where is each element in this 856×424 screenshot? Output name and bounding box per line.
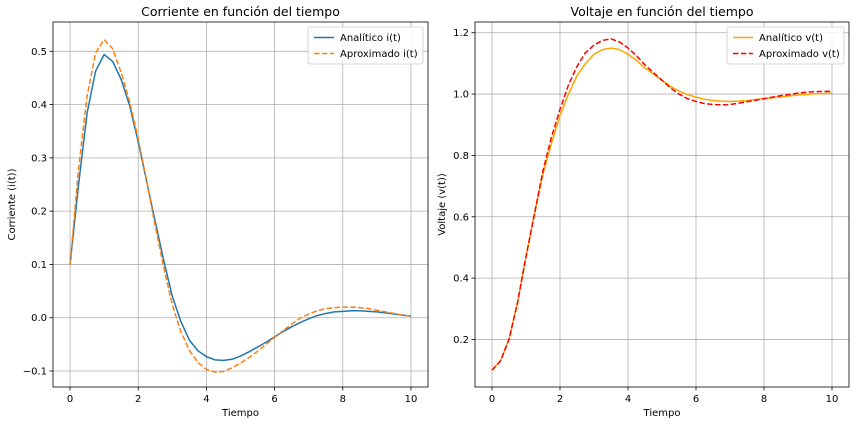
voltage-series-line-2 [491, 38, 832, 371]
voltage-chart-title: Voltaje en función del tiempo [570, 4, 753, 19]
current-axes-frame [52, 21, 429, 388]
current-y-tick-label: 0.2 [31, 207, 47, 218]
current-grid [53, 22, 428, 387]
voltage-x-ticks: 0 2 4 6 8 10 [489, 387, 839, 405]
current-x-tick-label: 0 [67, 394, 73, 405]
voltage-y-tick-label: 0.8 [453, 151, 469, 162]
current-legend-label-2: Aproximado i(t) [340, 49, 418, 60]
current-x-tick-label: 4 [203, 394, 209, 405]
current-x-tick-label: 6 [271, 394, 277, 405]
voltage-y-tick-label: 1.2 [453, 28, 469, 39]
current-y-tick-label: −0.1 [23, 367, 47, 378]
voltage-chart: 0 2 4 6 8 10 0.2 0.4 0.6 0.8 1.0 1.2 Voltaje en func… [437, 4, 850, 419]
voltage-y-axis-label: Voltaje (v(t)) [437, 173, 448, 236]
current-y-axis-label: Corriente (i(t)) [7, 168, 18, 240]
current-y-tick-label: 0.3 [31, 153, 47, 164]
current-x-tick-label: 8 [340, 394, 346, 405]
voltage-axes-frame [474, 21, 850, 388]
voltage-x-tick-label: 10 [826, 394, 839, 405]
current-x-tick-label: 2 [135, 394, 141, 405]
voltage-x-tick-label: 0 [489, 394, 495, 405]
voltage-x-axis-label: Tiempo [643, 408, 681, 419]
voltage-legend-box [726, 26, 845, 65]
current-x-ticks: 0 2 4 6 8 10 [67, 387, 417, 405]
voltage-y-tick-label: 0.6 [453, 212, 469, 223]
voltage-y-tick-label: 0.2 [453, 335, 469, 346]
current-series-line-1 [69, 53, 412, 362]
current-chart: 0 2 4 6 8 10 −0.1 0.0 0.1 0.2 0.3 0.4 0.5 Corriente e… [7, 4, 429, 419]
current-y-tick-label: 0.1 [31, 260, 47, 271]
current-y-tick-label: 0.4 [31, 100, 47, 111]
current-y-ticks: −0.1 0.0 0.1 0.2 0.3 0.4 0.5 [23, 47, 53, 378]
current-legend-box [307, 26, 424, 65]
current-x-axis-label: Tiempo [221, 408, 259, 419]
voltage-x-tick-label: 6 [693, 394, 699, 405]
current-y-tick-label: 0.5 [31, 47, 47, 58]
voltage-x-tick-label: 4 [625, 394, 631, 405]
current-y-tick-label: 0.0 [31, 313, 47, 324]
voltage-x-tick-label: 8 [761, 394, 767, 405]
voltage-legend-label-2: Aproximado v(t) [759, 49, 840, 60]
voltage-x-tick-label: 2 [557, 394, 563, 405]
current-series-line-2 [69, 38, 412, 373]
voltage-y-ticks: 0.2 0.4 0.6 0.8 1.0 1.2 [453, 28, 475, 346]
current-chart-title: Corriente en función del tiempo [141, 4, 340, 19]
current-x-tick-label: 10 [405, 394, 418, 405]
voltage-y-tick-label: 1.0 [453, 90, 469, 101]
current-series-group [69, 38, 412, 373]
voltage-series-group [491, 38, 833, 371]
voltage-legend: Analítico v(t) Aproximado v(t) [726, 26, 845, 65]
current-legend-label-1: Analítico i(t) [340, 32, 401, 44]
current-legend: Analítico i(t) Aproximado i(t) [307, 26, 424, 65]
voltage-y-tick-label: 0.4 [453, 274, 469, 285]
voltage-legend-label-1: Analítico v(t) [759, 32, 823, 44]
